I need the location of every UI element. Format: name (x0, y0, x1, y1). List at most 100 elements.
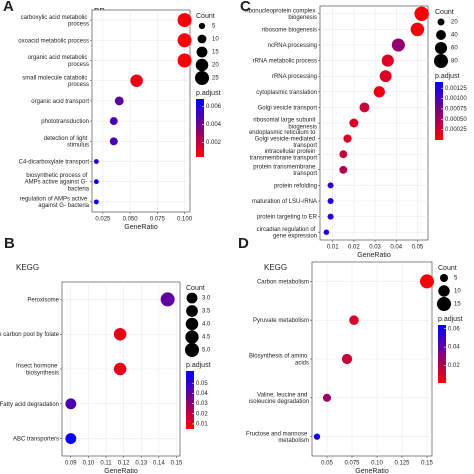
category-label: Fatty acid degradation (0, 401, 59, 407)
dot (130, 74, 143, 87)
dot (93, 159, 99, 164)
size-legend-dot (434, 41, 448, 55)
size-legend-dot (197, 34, 207, 44)
panel-title: KEGG (16, 263, 39, 272)
size-legend-label: 20 (212, 63, 219, 69)
size-legend-label: 40 (451, 33, 458, 39)
dot (381, 54, 394, 67)
size-legend-dot (196, 46, 208, 58)
x-tick-label: 0.10 (83, 461, 95, 467)
dot (327, 182, 334, 189)
dot (113, 327, 127, 341)
x-tick-label: 0.14 (153, 461, 165, 467)
color-bar-label: 0.002 (206, 140, 222, 146)
dot (93, 199, 99, 205)
category-label: phototransduction (41, 119, 89, 125)
size-legend-dot (186, 292, 198, 304)
category-label: C4-dicarboxylate transport (19, 159, 90, 165)
dot (109, 137, 118, 146)
size-legend-label: 5 (454, 276, 458, 282)
size-legend-dot (185, 317, 199, 331)
x-tick-label: 0.02 (348, 245, 360, 251)
category-label: Fructose and mannose metabolism (246, 431, 309, 444)
category-label: ncRNA processing (268, 43, 317, 49)
color-bar-label: 0.06 (448, 326, 460, 332)
x-tick-label: 0.13 (135, 461, 147, 467)
dot (313, 433, 321, 440)
x-tick-label: 0.025 (95, 217, 111, 223)
category-label: oxoacid metabolic process (18, 38, 89, 44)
color-legend-title: p.adjust (186, 362, 211, 369)
category-label: protein targeting to ER (257, 214, 318, 220)
x-tick-label: 0.11 (100, 461, 112, 467)
size-legend-title: Count (435, 9, 454, 16)
dot (114, 96, 124, 106)
size-legend-label: 4.0 (202, 322, 211, 328)
size-legend-label: 60 (451, 46, 458, 52)
color-bar (438, 325, 446, 383)
x-axis-label: GeneRatio (104, 468, 138, 474)
color-bar-label: 0.04 (196, 391, 208, 397)
color-bar-label: 0.03 (196, 401, 208, 407)
category-label: rRNA processing (272, 74, 317, 80)
size-legend-label: 15 (454, 302, 461, 308)
color-bar-label: 0.00075 (445, 107, 467, 113)
size-legend-dot (195, 58, 209, 72)
color-bar-label: 0.02 (196, 411, 208, 417)
color-bar (196, 99, 204, 157)
size-legend-dot (439, 273, 449, 283)
dot (327, 197, 334, 205)
size-legend-label: 4.5 (202, 335, 211, 341)
category-label: organic acid transport (31, 98, 89, 104)
dot (349, 118, 359, 128)
size-legend-dot (186, 305, 198, 317)
dot (343, 134, 352, 143)
size-legend-dot (185, 330, 199, 344)
dot (109, 117, 118, 126)
panel-label: C (240, 0, 251, 15)
category-label: ribosomal large subunit biogenesis (253, 117, 317, 130)
dot (177, 53, 192, 68)
size-legend-label: 80 (451, 59, 458, 65)
size-legend-label: 10 (454, 289, 461, 295)
dot (373, 86, 385, 98)
dot (391, 38, 405, 52)
panel-label: B (4, 235, 15, 252)
panel-label: D (238, 235, 249, 252)
size-legend-title: Count (438, 265, 457, 272)
size-legend-dot (195, 71, 209, 85)
x-tick-label: 0.05 (412, 245, 424, 251)
dot (160, 292, 175, 307)
color-bar-label: 0.04 (448, 345, 460, 351)
color-bar-label: 0.02 (448, 363, 460, 369)
color-bar-label: 0.05 (196, 381, 208, 387)
dot (341, 353, 353, 365)
dot (410, 22, 425, 37)
x-tick-label: 0.12 (118, 461, 130, 467)
color-bar-label: 0.004 (206, 122, 222, 128)
category-label: ribonucleoprotein complex biogenesis (245, 8, 317, 21)
color-legend-title: p.adjust (435, 73, 460, 80)
category-label: Peroxisome (27, 297, 59, 303)
category-label: rRNA metabolic process (253, 58, 317, 64)
color-bar-label: 0.006 (206, 104, 222, 110)
dot (339, 150, 348, 159)
size-legend-label: 5 (212, 24, 216, 30)
category-label: cytoplasmic translation (256, 89, 317, 95)
dot (322, 393, 332, 402)
x-tick-label: 0.100 (177, 217, 193, 223)
category-label: Carbon metabolism (257, 279, 309, 285)
x-axis-label: GeneRatio (355, 468, 389, 474)
category-label: biosynthetic process of AMPs active agai… (25, 173, 90, 192)
size-legend-dot (198, 22, 206, 30)
color-bar (186, 371, 194, 429)
category-label: ABC transporters (13, 436, 59, 442)
category-label: carboxylic acid metabolic process (21, 14, 89, 27)
dot (379, 70, 392, 83)
color-bar (435, 82, 443, 140)
x-tick-label: 0.03 (369, 245, 381, 251)
plot-panel (91, 9, 191, 213)
size-legend-dot (436, 30, 446, 40)
x-tick-label: 0.075 (344, 461, 360, 467)
dot (327, 213, 334, 220)
